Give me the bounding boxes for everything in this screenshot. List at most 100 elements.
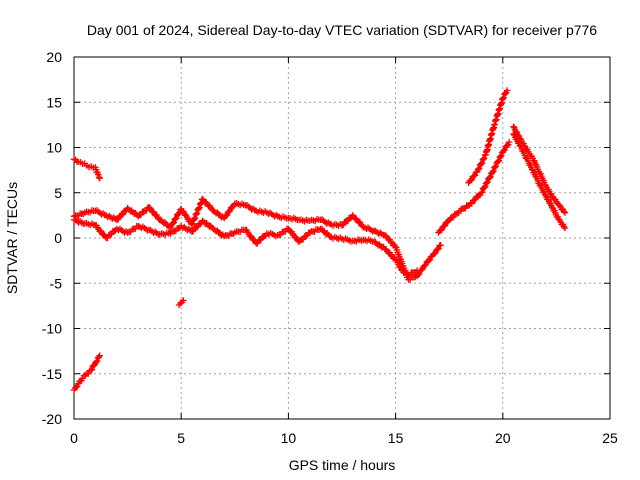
data-point xyxy=(510,123,517,130)
data-point xyxy=(495,157,503,164)
data-point xyxy=(257,236,265,243)
y-tick-label: -15 xyxy=(42,366,62,382)
data-point xyxy=(560,208,568,215)
data-point xyxy=(426,256,434,264)
data-point xyxy=(421,262,428,269)
data-point xyxy=(478,159,486,167)
data-point xyxy=(478,188,486,196)
data-point xyxy=(194,223,202,230)
y-axis-title: SDTVAR / TECUs xyxy=(4,182,20,294)
series-sat-a xyxy=(70,156,103,182)
data-point xyxy=(88,366,96,373)
data-point xyxy=(477,161,484,168)
data-point xyxy=(474,166,481,174)
data-point xyxy=(170,219,177,226)
data-point xyxy=(481,183,489,190)
data-point xyxy=(437,242,444,249)
data-point xyxy=(441,222,449,229)
y-tick-label: 5 xyxy=(54,185,62,201)
data-point xyxy=(468,176,475,183)
data-point xyxy=(468,200,476,207)
data-point xyxy=(481,155,488,162)
data-point xyxy=(499,95,506,102)
data-point xyxy=(506,138,513,146)
data-point xyxy=(510,130,517,138)
data-point xyxy=(471,172,479,179)
data-point xyxy=(481,184,488,191)
y-tick-label: -20 xyxy=(42,411,62,427)
data-point xyxy=(501,146,508,154)
data-point xyxy=(489,168,497,175)
x-tick-label: 25 xyxy=(602,430,618,446)
data-point xyxy=(478,160,485,167)
series-sat-i xyxy=(510,130,569,232)
data-point xyxy=(548,193,556,200)
x-tick-label: 5 xyxy=(177,430,185,446)
data-point xyxy=(425,257,433,264)
data-point xyxy=(475,165,482,173)
data-point xyxy=(96,175,103,182)
x-tick-label: 20 xyxy=(495,430,511,446)
data-point xyxy=(470,172,478,180)
data-point xyxy=(491,163,499,171)
data-point xyxy=(93,358,100,365)
data-point xyxy=(95,353,103,361)
data-point xyxy=(223,211,231,219)
y-tick-label: -5 xyxy=(50,275,63,291)
data-point xyxy=(243,201,251,209)
data-point xyxy=(285,225,292,233)
chart-title: Day 001 of 2024, Sidereal Day-to-day VTE… xyxy=(87,22,597,38)
data-point xyxy=(434,246,441,253)
data-point xyxy=(500,94,507,101)
x-tick-label: 15 xyxy=(388,430,404,446)
data-point xyxy=(492,162,500,170)
data-point xyxy=(495,158,502,165)
data-point xyxy=(96,352,103,359)
data-point xyxy=(173,214,180,222)
axis-ticks xyxy=(73,56,611,420)
data-point xyxy=(114,216,122,223)
y-tick-label: 15 xyxy=(46,94,62,110)
data-point xyxy=(226,207,234,215)
data-point xyxy=(503,87,511,94)
series-sat-g xyxy=(465,87,511,186)
data-point xyxy=(483,179,490,186)
data-point xyxy=(450,214,457,221)
data-point xyxy=(541,190,549,198)
data-point xyxy=(189,227,197,235)
data-point xyxy=(108,230,115,238)
y-tick-label: 20 xyxy=(46,49,62,65)
data-point xyxy=(175,210,182,217)
series-sat-c xyxy=(175,297,187,309)
series-sat-d xyxy=(70,195,444,283)
data-point xyxy=(480,155,487,163)
data-point xyxy=(438,226,445,234)
x-tick-label: 0 xyxy=(70,430,78,446)
data-point xyxy=(484,178,491,186)
data-point xyxy=(430,250,438,257)
data-point xyxy=(555,215,562,223)
y-tick-label: 10 xyxy=(46,140,62,156)
data-point xyxy=(415,270,423,278)
data-points xyxy=(70,87,569,394)
data-point xyxy=(85,370,92,377)
data-point xyxy=(137,211,145,218)
data-point xyxy=(344,217,352,225)
data-point xyxy=(561,209,569,216)
data-point xyxy=(487,173,494,180)
data-point xyxy=(467,177,474,184)
data-point xyxy=(498,152,505,159)
data-point xyxy=(472,196,479,203)
data-point xyxy=(435,245,442,252)
data-point xyxy=(93,357,101,365)
data-point xyxy=(500,147,507,154)
data-point xyxy=(486,174,493,181)
data-point xyxy=(104,234,111,242)
data-point xyxy=(87,366,95,374)
data-point xyxy=(479,156,486,163)
data-point xyxy=(490,167,497,175)
series-sat-e xyxy=(70,216,421,279)
data-point xyxy=(119,211,127,218)
data-point xyxy=(548,204,556,211)
x-axis-title: GPS time / hours xyxy=(289,457,396,473)
